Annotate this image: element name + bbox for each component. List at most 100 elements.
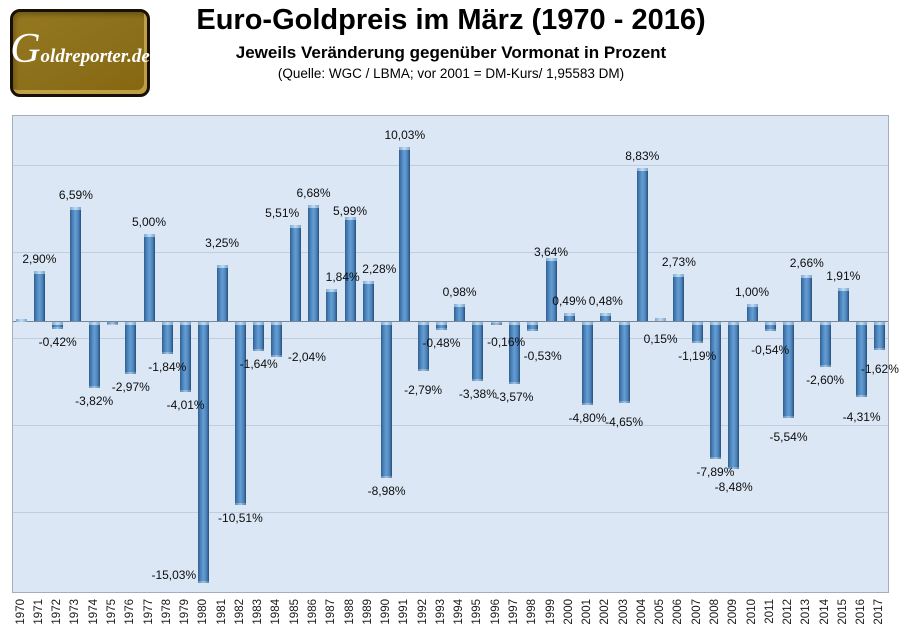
bar-cap-2014	[819, 322, 831, 325]
bar-capbottom-1974	[88, 386, 100, 389]
bar-1991	[399, 146, 411, 321]
chart-title: Euro-Goldpreis im März (1970 - 2016)	[196, 4, 706, 36]
bar-1981	[216, 264, 228, 321]
bar-1983	[253, 322, 265, 351]
x-tick-2004: 2004	[635, 599, 648, 625]
bar-1979	[180, 322, 192, 392]
bar-cap-2007	[691, 322, 703, 325]
x-tick-1983: 1983	[252, 599, 265, 625]
bar-cap-1982	[234, 322, 246, 325]
bar-cap-1984	[271, 322, 283, 325]
bar-cap-1999	[545, 257, 557, 261]
x-tick-2000: 2000	[562, 599, 575, 625]
x-tick-2006: 2006	[672, 599, 685, 625]
x-tick-2003: 2003	[617, 599, 630, 625]
bar-1978	[161, 322, 173, 354]
bar-1985	[289, 225, 301, 321]
bar-cap-1987	[326, 289, 338, 292]
bar-capbottom-1979	[180, 389, 192, 392]
bar-cap-1990	[381, 322, 393, 325]
bar-1996	[490, 322, 502, 325]
bar-cap-2012	[783, 322, 794, 325]
bar-1989	[362, 281, 374, 321]
gridline--1pct	[13, 338, 888, 340]
x-tick-1982: 1982	[233, 599, 246, 625]
bar-label-1996: -0,16%	[487, 334, 526, 349]
bar-label-1989: 2,28%	[362, 262, 397, 277]
bar-label-1998: -0,53%	[523, 349, 562, 364]
bar-capbottom-1978	[161, 352, 173, 354]
x-tick-2001: 2001	[581, 599, 593, 625]
bar-capbottom-1984	[271, 355, 283, 358]
bar-cap-1978	[161, 322, 173, 325]
x-tick-1981: 1981	[215, 599, 228, 625]
x-tick-2005: 2005	[654, 599, 667, 625]
bar-label-2004: 8,83%	[625, 148, 660, 163]
bar-cap-2000	[563, 312, 575, 316]
bar-label-2008: -7,89%	[696, 465, 735, 479]
bar-cap-1976	[125, 322, 137, 325]
x-tick-1988: 1988	[343, 599, 356, 625]
bar-label-1983: -1,64%	[239, 356, 278, 371]
bar-cap-1979	[180, 322, 192, 325]
bar-cap-1991	[399, 146, 411, 150]
x-tick-2013: 2013	[800, 599, 813, 625]
x-tick-1971: 1971	[32, 599, 45, 625]
bar-label-2010: 1,00%	[734, 284, 770, 299]
x-tick-1972: 1972	[51, 599, 64, 625]
bar-2010	[746, 303, 758, 321]
bar-cap-2001	[582, 322, 593, 325]
x-tick-2009: 2009	[727, 599, 740, 625]
bar-cap-2017	[874, 322, 886, 325]
bar-cap-2010	[746, 303, 758, 307]
bar-label-2007: -1,19%	[678, 348, 717, 363]
x-tick-1994: 1994	[453, 599, 466, 625]
bar-2015	[837, 287, 849, 321]
zero-axis-line	[13, 321, 888, 322]
bar-capbottom-2014	[819, 365, 831, 368]
bar-label-1984: -2,04%	[287, 350, 326, 365]
bar-1994	[454, 304, 466, 321]
bar-capbottom-1997	[508, 382, 520, 384]
bar-label-1972: -0,42%	[38, 335, 77, 350]
bar-label-1985: 5,51%	[265, 206, 300, 221]
bar-1998	[527, 322, 539, 332]
bar-cap-1974	[88, 322, 100, 325]
chart-source-note: (Quelle: WGC / LBMA; vor 2001 = DM-Kurs/…	[277, 66, 625, 81]
bar-cap-1973	[70, 206, 82, 210]
x-tick-1992: 1992	[416, 599, 429, 625]
bar-label-1994: 0,98%	[442, 285, 477, 299]
logo-text: Goldreporter.de	[10, 26, 150, 72]
bar-cap-1971	[33, 270, 45, 274]
bar-label-2006: 2,73%	[661, 254, 696, 269]
bar-capbottom-1996	[490, 322, 502, 325]
gridline-9pct	[13, 164, 888, 166]
bar-label-2000: 0,49%	[552, 293, 587, 308]
bar-label-1995: -3,38%	[458, 386, 497, 401]
gridline--6pct	[13, 425, 888, 427]
bar-2000	[563, 312, 575, 321]
bar-2017	[874, 322, 886, 351]
bar-label-1993: -0,48%	[422, 336, 461, 351]
x-tick-1989: 1989	[361, 599, 374, 625]
x-tick-2012: 2012	[782, 599, 794, 625]
bar-2012	[783, 322, 794, 419]
x-tick-2008: 2008	[708, 599, 721, 625]
bar-1992	[417, 322, 429, 371]
bar-1971	[33, 270, 45, 321]
bar-cap-1977	[143, 234, 155, 238]
bar-cap-2002	[600, 312, 612, 316]
bar-label-2005: 0,15%	[643, 332, 678, 347]
bar-capbottom-1993	[435, 328, 447, 331]
x-tick-2010: 2010	[745, 599, 758, 625]
bar-2008	[709, 322, 721, 459]
x-tick-1990: 1990	[380, 599, 393, 625]
bar-cap-1985	[289, 225, 301, 229]
bar-1995	[472, 322, 484, 381]
bar-1982	[234, 322, 246, 505]
bar-1986	[308, 205, 319, 321]
bar-label-1982: -10,51%	[218, 510, 263, 525]
x-tick-1980: 1980	[197, 599, 210, 625]
x-tick-1999: 1999	[544, 599, 557, 625]
bar-label-1992: -2,79%	[404, 382, 443, 397]
